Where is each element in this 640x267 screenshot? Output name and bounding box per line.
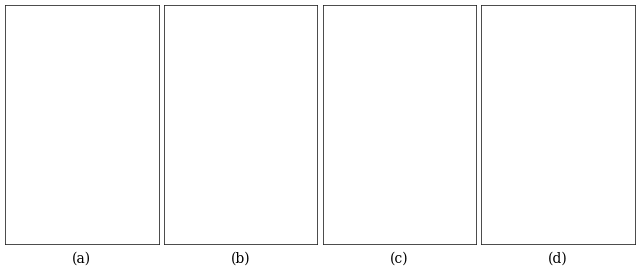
Text: (d): (d) <box>548 251 568 265</box>
Text: (b): (b) <box>231 251 250 265</box>
Text: (a): (a) <box>72 251 92 265</box>
Text: (c): (c) <box>390 251 409 265</box>
